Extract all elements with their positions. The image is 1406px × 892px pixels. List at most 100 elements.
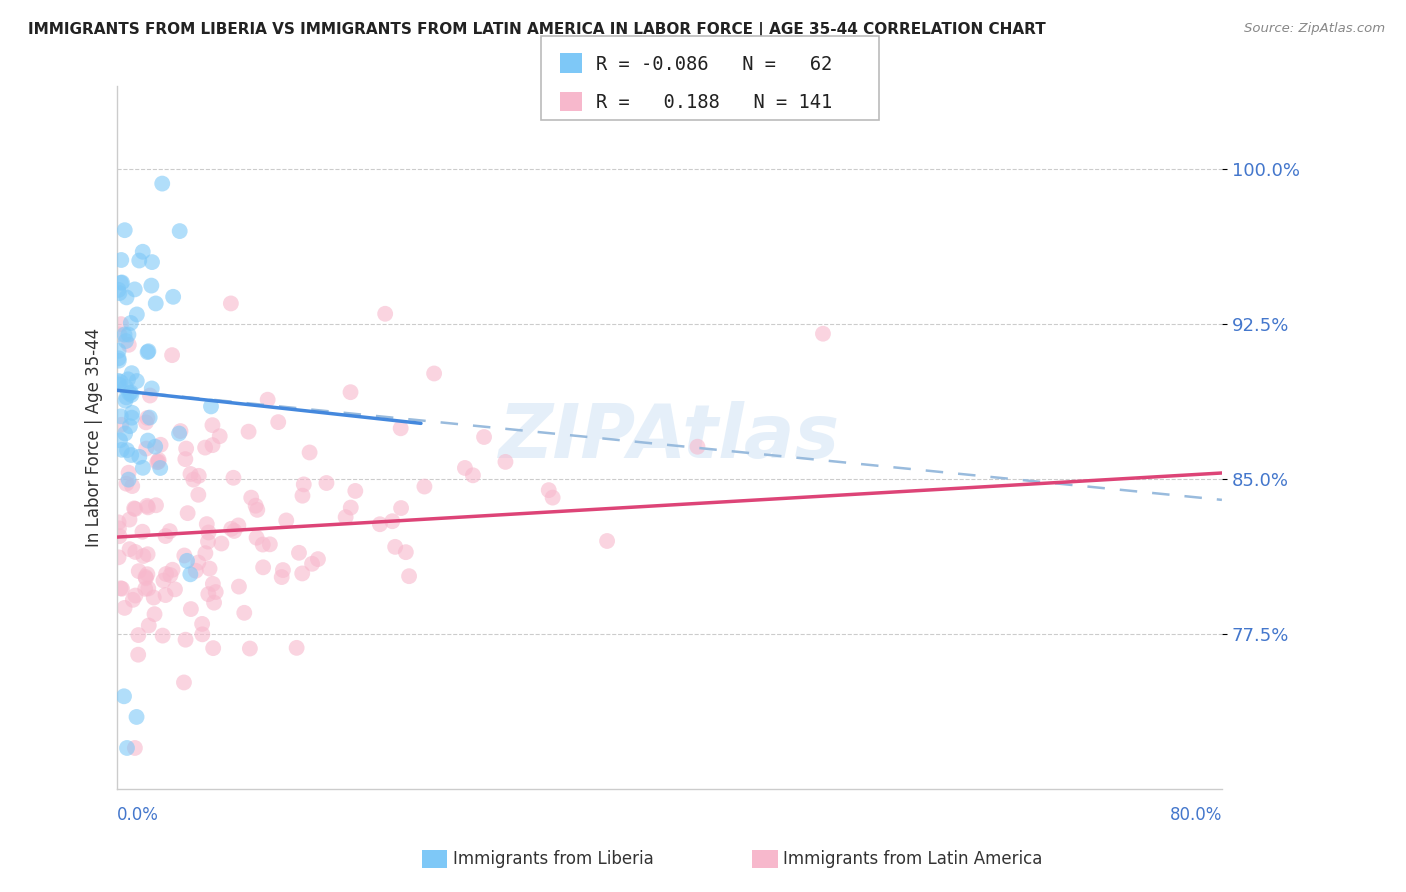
Point [339,385,361,400]
Point [121,410,143,425]
Point [110,417,132,432]
Point [146,455,169,469]
Point [259,537,281,551]
Point [115,290,138,304]
Point [184,564,207,578]
Point [389,421,412,435]
Text: R =   0.188   N = 141: R = 0.188 N = 141 [596,93,832,112]
Point [174,632,197,647]
Point [108,377,131,392]
Text: Immigrants from Latin America: Immigrants from Latin America [783,850,1042,868]
Point [811,326,834,341]
Point [267,415,290,429]
Point [219,296,242,310]
Point [127,648,149,662]
Point [150,177,173,191]
Point [201,577,224,591]
Point [222,471,245,485]
Point [374,307,396,321]
Point [224,524,246,538]
Point [315,475,337,490]
Point [148,453,170,467]
Point [114,327,136,342]
Point [132,549,155,563]
Point [413,479,436,493]
Point [335,510,357,524]
Point [117,327,139,342]
Point [111,442,134,457]
Point [141,255,163,269]
Point [148,455,170,469]
Point [179,467,201,481]
Point [118,338,141,352]
Point [228,518,250,533]
Point [197,587,219,601]
Point [128,564,150,578]
Point [252,560,274,574]
Point [142,591,165,605]
Point [131,524,153,539]
Point [191,627,214,641]
Point [201,438,224,452]
Point [200,400,222,414]
Point [208,429,231,443]
Point [122,501,145,516]
Point [121,366,143,380]
Point [120,388,142,402]
Point [107,374,129,388]
Point [128,450,150,464]
Point [162,563,184,577]
Point [537,483,560,497]
Point [125,710,148,724]
Point [162,290,184,304]
Point [110,276,132,290]
Point [159,568,181,582]
Point [180,602,202,616]
Point [204,585,226,599]
Point [107,351,129,366]
Point [121,592,143,607]
Point [271,563,294,577]
Point [128,253,150,268]
Point [108,327,131,342]
Point [384,540,406,554]
Point [201,418,224,433]
Point [159,524,181,538]
Point [124,282,146,296]
Point [381,514,404,528]
Point [134,582,156,596]
Point [173,549,195,563]
Point [160,348,183,362]
Point [143,607,166,622]
Point [339,500,361,515]
Point [107,550,129,565]
Point [138,344,160,359]
Point [187,488,209,502]
Point [454,461,477,475]
Point [111,582,134,596]
Text: Source: ZipAtlas.com: Source: ZipAtlas.com [1244,22,1385,36]
Point [121,406,143,420]
Point [118,513,141,527]
Point [191,616,214,631]
Point [115,476,138,491]
Point [141,382,163,396]
Point [152,574,174,588]
Point [285,640,308,655]
Point [115,334,138,348]
Point [246,503,269,517]
Point [114,380,136,394]
Point [145,296,167,310]
Point [114,600,136,615]
Point [114,426,136,441]
Point [110,409,132,424]
Point [138,618,160,632]
Point [398,569,420,583]
Text: IMMIGRANTS FROM LIBERIA VS IMMIGRANTS FROM LATIN AMERICA IN LABOR FORCE | AGE 35: IMMIGRANTS FROM LIBERIA VS IMMIGRANTS FR… [28,22,1046,38]
Text: 80.0%: 80.0% [1170,805,1222,824]
Point [179,567,201,582]
Point [115,741,138,756]
Point [108,353,131,368]
Point [219,522,242,536]
Point [183,473,205,487]
